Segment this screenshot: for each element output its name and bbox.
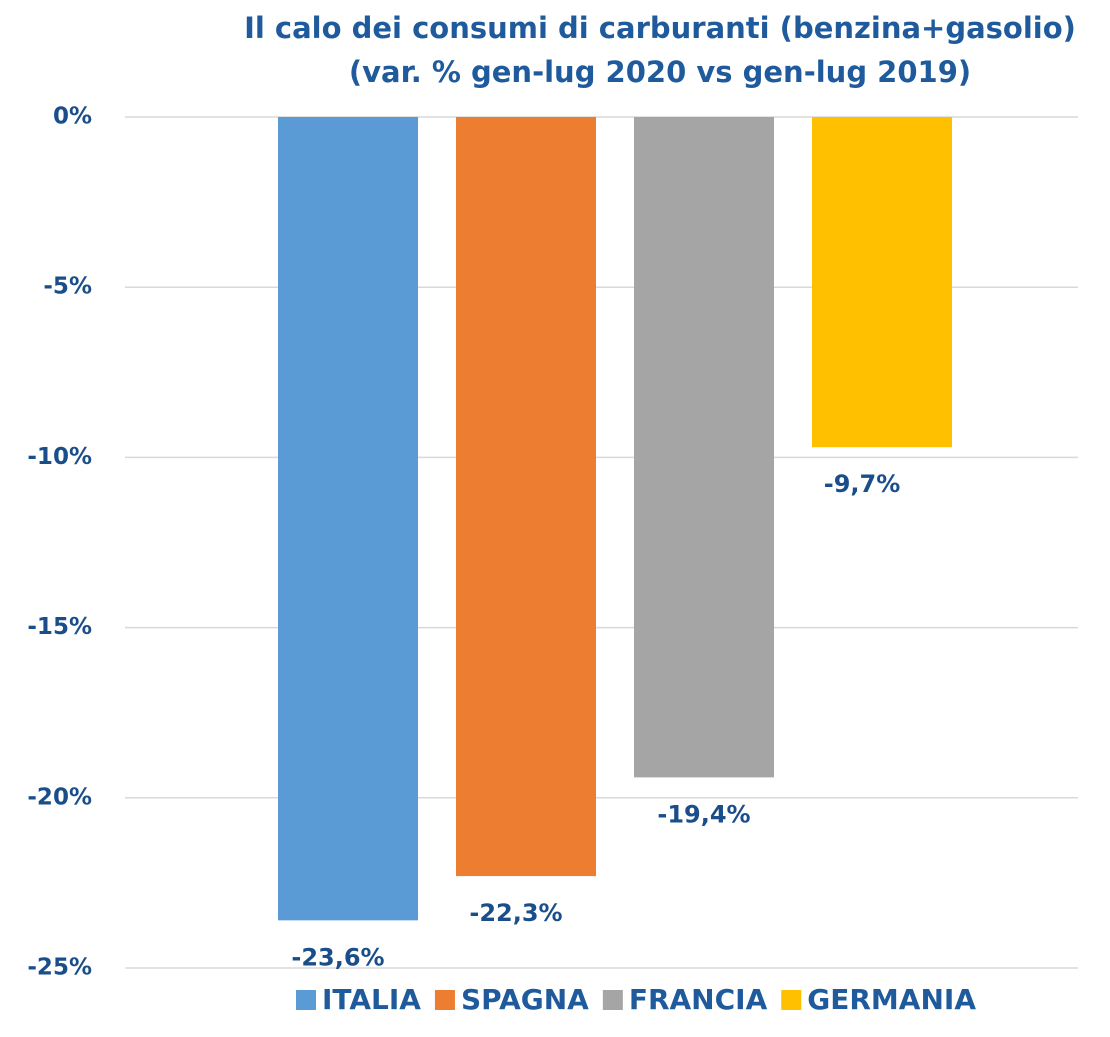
y-tick-label: -15% <box>27 614 92 640</box>
data-label: -19,4% <box>657 800 750 828</box>
data-label: -22,3% <box>469 899 562 927</box>
legend-label: GERMANIA <box>807 983 976 1016</box>
legend-label: SPAGNA <box>461 983 589 1016</box>
legend-label: ITALIA <box>322 983 421 1016</box>
bar <box>456 117 596 877</box>
chart-title: Il calo dei consumi di carburanti (benzi… <box>244 11 1076 45</box>
data-label: -23,6% <box>291 943 384 971</box>
bar <box>278 117 418 921</box>
y-tick-label: -25% <box>27 955 92 981</box>
y-tick-label: -10% <box>27 444 92 470</box>
y-tick-label: 0% <box>53 104 92 130</box>
data-label: -9,7% <box>824 470 901 498</box>
chart-subtitle: (var. % gen-lug 2020 vs gen-lug 2019) <box>349 55 971 89</box>
legend-swatch <box>296 990 316 1010</box>
legend-swatch <box>781 990 802 1010</box>
y-tick-label: -5% <box>43 274 92 300</box>
legend-label: FRANCIA <box>629 983 768 1016</box>
legend-swatch <box>434 990 455 1010</box>
legend-swatch <box>602 990 623 1010</box>
bar <box>812 117 952 448</box>
y-tick-label: -20% <box>27 784 92 810</box>
bar <box>634 117 774 778</box>
